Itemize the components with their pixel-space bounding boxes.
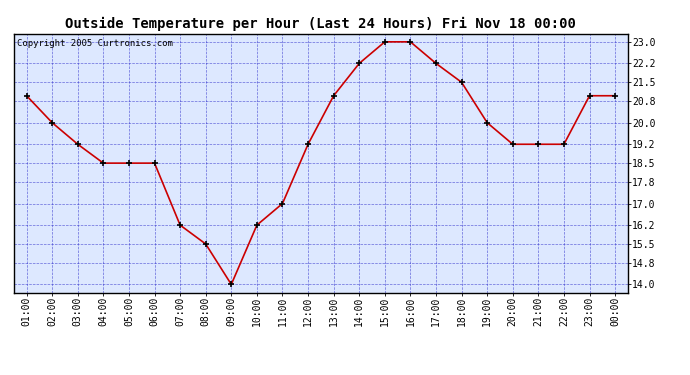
Text: Copyright 2005 Curtronics.com: Copyright 2005 Curtronics.com [17, 39, 172, 48]
Title: Outside Temperature per Hour (Last 24 Hours) Fri Nov 18 00:00: Outside Temperature per Hour (Last 24 Ho… [66, 17, 576, 31]
